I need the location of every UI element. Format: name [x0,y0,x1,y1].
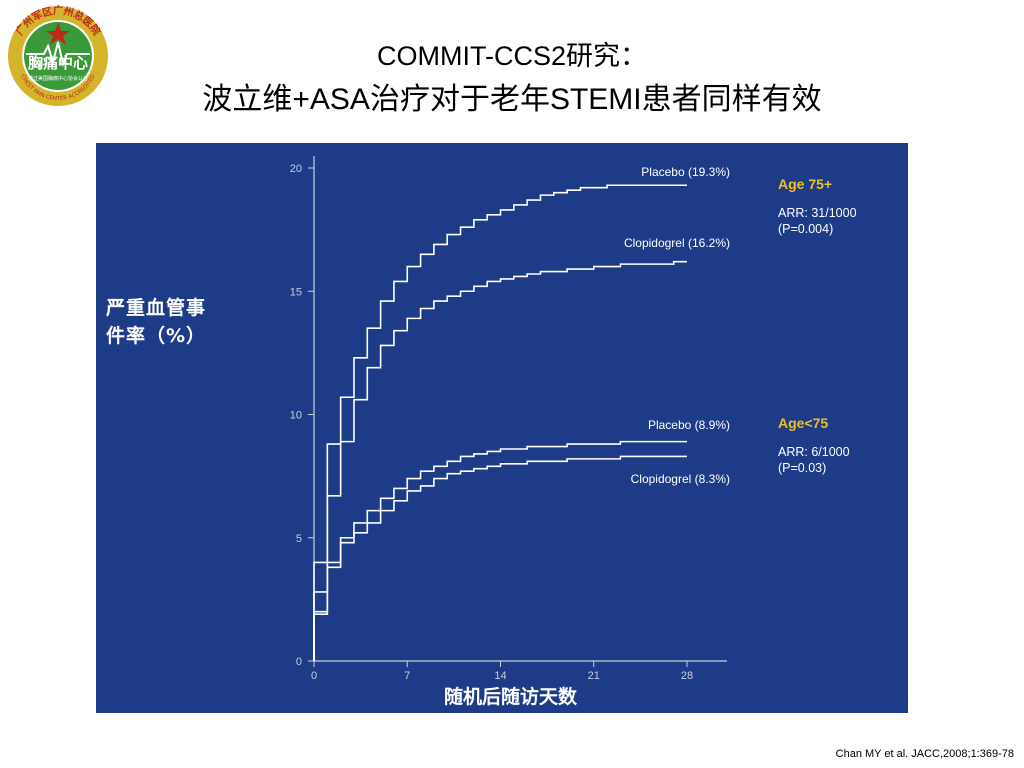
series-line-2 [313,260,687,661]
x-tick-label: 21 [588,670,600,682]
x-tick-label: 7 [404,670,410,682]
slide-title-line2: 波立维+ASA治疗对于老年STEMI患者同样有效 [202,83,822,116]
series-label-1: Placebo (19.3%) [641,165,730,179]
x-axis-label: 随机后随访天数 [444,685,578,708]
y-tick-label: 5 [296,533,302,545]
y-tick-label: 0 [296,656,302,668]
series-label-4: Clopidogrel (8.3%) [631,472,730,486]
logo-sub-text: 通过美国胸痛中心协会认证 [28,75,88,82]
group-title-2: Age<75 [778,415,828,431]
group-p-2: (P=0.03) [778,461,826,475]
logo-center-text: 胸痛中心 [28,54,88,72]
logo-emblem-icon: 胸痛中心 通过美国胸痛中心协会认证 广州军区广州总医院 CHEST PAIN C… [8,4,108,106]
series-line-3 [313,440,687,661]
y-axis-label-line2: 件率（%） [106,325,207,347]
group-p-1: (P=0.004) [778,222,833,236]
y-tick-label: 15 [290,286,302,298]
x-tick-label: 0 [311,670,317,682]
chart-panel: 严重血管事 件率（%） 0 5 10 15 20 0 7 14 21 28 随机后随访天数 Place… [96,143,908,713]
series-label-3: Placebo (8.9%) [648,418,730,432]
slide-title-line1: COMMIT-CCS2研究： [377,41,647,71]
group-arr-2: ARR: 6/1000 [778,445,850,459]
y-tick-label: 10 [290,410,302,422]
group-title-1: Age 75+ [778,176,832,192]
series-line-4 [313,455,687,661]
citation: Chan MY et al. JACC,2008;1:369-78 [835,748,1014,760]
group-arr-1: ARR: 31/1000 [778,206,857,220]
km-chart: 0 5 10 15 20 0 7 14 21 28 随机后随访天数 Placebo (19.3%) Cl… [290,156,857,708]
chest-pain-center-logo: 胸痛中心 通过美国胸痛中心协会认证 广州军区广州总医院 CHEST PAIN C… [6,4,110,108]
y-axis-label-line1: 严重血管事 [106,297,207,319]
x-tick-label: 14 [494,670,506,682]
series-line-1 [313,184,687,661]
x-tick-label: 28 [681,670,693,682]
series-label-2: Clopidogrel (16.2%) [624,236,730,250]
y-tick-label: 20 [290,163,302,175]
